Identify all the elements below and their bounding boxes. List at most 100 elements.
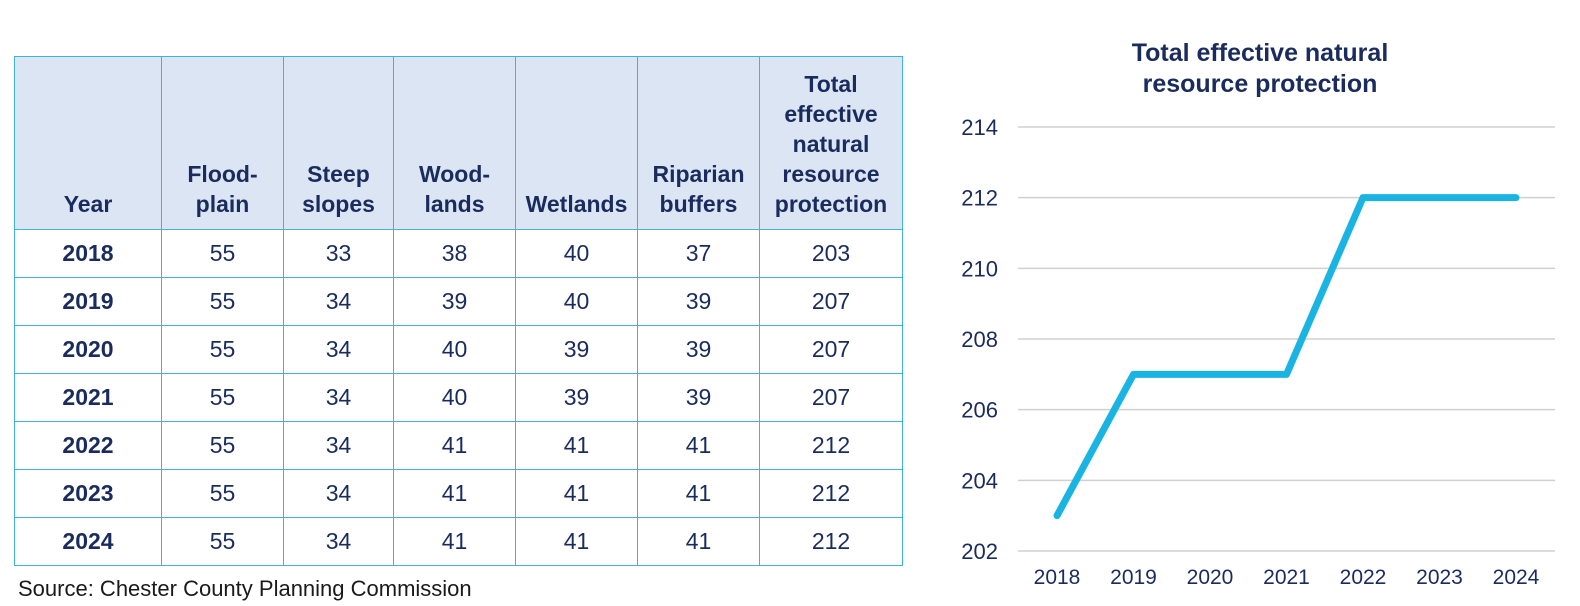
year-cell: 2024	[14, 517, 162, 566]
table-row: 2024 55 34 41 41 41 212	[14, 517, 903, 566]
column-header-line: Total	[804, 71, 858, 97]
data-table: Year Flood-plain Steep slopes Wood-lands Wetl…	[14, 56, 903, 566]
table-row: 2023 55 34 41 41 41 212	[14, 469, 903, 518]
line-chart: 202 204 206 208 210 212 214 2018 2019 2020 2021 202…	[961, 115, 1555, 589]
value-cell: 39	[637, 277, 760, 326]
value-cell: 41	[515, 469, 638, 518]
x-tick-label: 2022	[1340, 566, 1387, 589]
column-header-line: natural	[792, 131, 870, 157]
value-cell: 55	[161, 277, 284, 326]
data-point	[1207, 371, 1213, 378]
y-tick-label: 212	[961, 186, 998, 211]
value-cell: 207	[759, 373, 903, 422]
value-cell: 55	[161, 373, 284, 422]
value-cell: 207	[759, 325, 903, 374]
value-cell: 212	[759, 469, 903, 518]
value-cell: 55	[161, 469, 284, 518]
table-row: 2021 55 34 40 39 39 207	[14, 373, 903, 422]
column-header: Flood-plain	[161, 56, 284, 230]
value-cell: 39	[637, 325, 760, 374]
value-cell: 207	[759, 277, 903, 326]
column-header-line: resource	[782, 161, 880, 187]
value-cell: 39	[515, 373, 638, 422]
data-point	[1054, 512, 1060, 519]
year-cell: 2018	[14, 229, 162, 278]
value-cell: 34	[283, 421, 394, 470]
column-header: Wetlands	[515, 56, 638, 230]
line-chart-panel: 202 204 206 208 210 212 214 2018 2019 2020 2021 202…	[920, 0, 1580, 606]
chart-title: Total effective natural resource protecti…	[1040, 38, 1480, 100]
column-header-line: lands	[424, 191, 485, 217]
data-point	[1130, 371, 1137, 378]
value-cell: 40	[393, 325, 516, 374]
column-header: Riparian buffers	[637, 56, 760, 230]
chart-title-line: resource protection	[1142, 70, 1378, 98]
data-point	[1360, 194, 1366, 201]
value-cell: 41	[393, 421, 516, 470]
value-cell: 55	[161, 517, 284, 566]
column-header-line: protection	[774, 191, 888, 217]
value-cell: 34	[283, 469, 394, 518]
year-cell: 2020	[14, 325, 162, 374]
value-cell: 41	[637, 421, 760, 470]
x-tick-label: 2024	[1493, 566, 1540, 589]
table-header-row: Year Flood-plain Steep slopes Wood-lands Wetl…	[14, 56, 903, 230]
value-cell: 55	[161, 421, 284, 470]
column-header-line: plain	[195, 191, 250, 217]
value-cell: 203	[759, 229, 903, 278]
value-cell: 55	[161, 229, 284, 278]
x-tick-label: 2018	[1034, 566, 1081, 589]
column-header: Steep slopes	[283, 56, 394, 230]
y-tick-label: 204	[961, 468, 998, 493]
table-body: 2018 55 33 38 40 37 203 2019 55 34 39 40 39 207 2020 55…	[14, 229, 903, 566]
data-table-wrapper: Year Flood-plain Steep slopes Wood-lands Wetl…	[14, 56, 903, 566]
value-cell: 212	[759, 421, 903, 470]
value-cell: 34	[283, 325, 394, 374]
value-cell: 39	[515, 325, 638, 374]
column-header-line: Wetlands	[525, 191, 628, 217]
table-row: 2018 55 33 38 40 37 203	[14, 229, 903, 278]
value-cell: 41	[637, 469, 760, 518]
value-cell: 33	[283, 229, 394, 278]
data-point	[1513, 194, 1519, 201]
x-tick-label: 2020	[1187, 566, 1234, 589]
value-cell: 40	[393, 373, 516, 422]
y-tick-label: 214	[961, 115, 998, 140]
column-header-line: Year	[63, 191, 113, 217]
table-row: 2022 55 34 41 41 41 212	[14, 421, 903, 470]
data-point	[1436, 194, 1443, 201]
source-note: Source: Chester County Planning Commissi…	[18, 576, 472, 601]
value-cell: 40	[515, 229, 638, 278]
y-tick-label: 206	[961, 398, 998, 423]
value-cell: 38	[393, 229, 516, 278]
value-cell: 41	[515, 421, 638, 470]
column-header: Total effective natural resource protection	[759, 56, 903, 230]
year-cell: 2019	[14, 277, 162, 326]
value-cell: 41	[393, 469, 516, 518]
x-tick-label: 2019	[1110, 566, 1157, 589]
column-header: Year	[14, 56, 162, 230]
column-header-line: slopes	[302, 191, 375, 217]
y-tick-label: 210	[961, 256, 998, 281]
chart-title-line: Total effective natural	[1131, 39, 1389, 67]
value-cell: 34	[283, 373, 394, 422]
value-cell: 37	[637, 229, 760, 278]
column-header-line: effective	[784, 101, 878, 127]
data-point	[1283, 371, 1290, 378]
value-cell: 34	[283, 277, 394, 326]
x-tick-label: 2023	[1416, 566, 1463, 589]
year-cell: 2023	[14, 469, 162, 518]
value-cell: 41	[393, 517, 516, 566]
year-cell: 2022	[14, 421, 162, 470]
y-tick-label: 208	[961, 327, 998, 352]
column-header-line: buffers	[659, 191, 738, 217]
column-header-line: Steep	[307, 161, 370, 187]
value-cell: 41	[637, 517, 760, 566]
column-header-line: Wood-	[418, 161, 491, 187]
value-cell: 55	[161, 325, 284, 374]
year-cell: 2021	[14, 373, 162, 422]
value-cell: 41	[515, 517, 638, 566]
value-cell: 34	[283, 517, 394, 566]
value-cell: 40	[515, 277, 638, 326]
series-line	[1053, 194, 1520, 520]
